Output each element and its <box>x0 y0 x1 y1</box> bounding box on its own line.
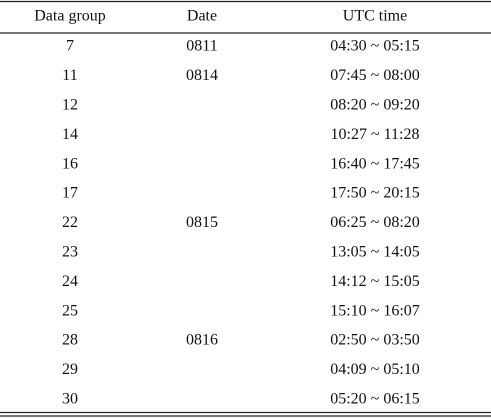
cell: 13:05 ~ 14:05 <box>330 243 420 260</box>
cell: 14 <box>62 126 78 143</box>
cell: 15:10 ~ 16:07 <box>330 302 420 319</box>
cell: 25 <box>62 302 78 319</box>
cell: 30 <box>62 390 78 407</box>
cell: 17 <box>62 185 78 202</box>
header-cell: Data group <box>34 8 106 25</box>
cell: 04:30 ~ 05:15 <box>330 38 420 55</box>
cell: 0811 <box>186 38 217 55</box>
cell: 22 <box>62 214 78 231</box>
cell: 0816 <box>186 332 218 349</box>
cell: 23 <box>62 243 78 260</box>
cell: 02:50 ~ 03:50 <box>330 332 420 349</box>
cell: 07:45 ~ 08:00 <box>330 67 420 84</box>
cell: 29 <box>62 361 78 378</box>
cell: 06:25 ~ 08:20 <box>330 214 420 231</box>
cell: 16 <box>62 155 78 172</box>
cell: 04:09 ~ 05:10 <box>330 361 420 378</box>
cell: 28 <box>62 332 78 349</box>
cell: 12 <box>62 96 78 113</box>
cell: 10:27 ~ 11:28 <box>331 126 420 143</box>
cell: 16:40 ~ 17:45 <box>330 155 420 172</box>
header-cell: Date <box>187 8 217 25</box>
cell: 14:12 ~ 15:05 <box>330 273 420 290</box>
header-cell: UTC time <box>343 8 407 25</box>
cell: 11 <box>62 67 77 84</box>
cell: 24 <box>62 273 78 290</box>
cell: 05:20 ~ 06:15 <box>330 390 420 407</box>
cell: 7 <box>66 38 74 55</box>
cell: 17:50 ~ 20:15 <box>330 185 420 202</box>
cell: 08:20 ~ 09:20 <box>330 96 420 113</box>
cell: 0815 <box>186 214 218 231</box>
cell: 0814 <box>186 67 218 84</box>
